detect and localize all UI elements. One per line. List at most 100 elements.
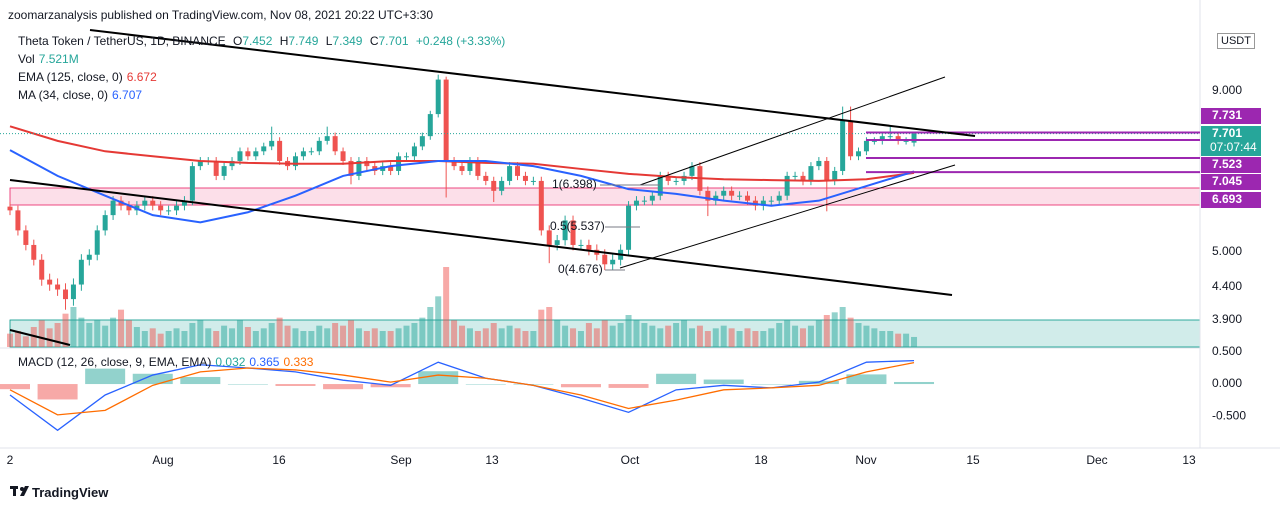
candle-body	[221, 166, 227, 176]
candle-body	[419, 136, 425, 147]
candle-body	[903, 140, 909, 142]
candle-body	[744, 195, 750, 201]
macd-line	[9, 359, 915, 432]
candle-body	[578, 244, 584, 246]
candle-body	[626, 205, 632, 250]
low-value: 7.349	[332, 34, 363, 48]
candle-body	[166, 210, 172, 212]
histogram-bar	[227, 384, 268, 385]
volume-bar	[903, 333, 910, 347]
candle-body	[158, 205, 164, 211]
volume-bar	[435, 296, 442, 347]
candle-body	[332, 136, 338, 152]
overlay-line	[9, 149, 915, 224]
ma-value: 6.707	[112, 88, 143, 102]
candle-body	[546, 230, 552, 245]
volume-bar	[855, 323, 862, 347]
volume-bar	[760, 331, 767, 347]
histogram-bar	[37, 384, 78, 400]
candle-body	[435, 79, 441, 115]
candle-body	[78, 259, 84, 285]
candle-body	[467, 160, 473, 171]
candle-body	[237, 151, 243, 161]
histogram-bar	[751, 384, 792, 385]
volume-bar	[7, 333, 13, 347]
channel-line	[619, 164, 956, 269]
histogram-bar	[0, 384, 30, 390]
histogram-bar	[85, 368, 126, 385]
candle-body	[70, 284, 76, 300]
volume-bar	[173, 328, 180, 347]
c: C	[369, 34, 379, 48]
candle-body	[705, 190, 711, 201]
vol-name: Vol	[18, 52, 35, 66]
candle-body	[39, 259, 45, 280]
volume-bar	[268, 323, 275, 347]
volume-bar	[30, 327, 37, 347]
histogram-bar	[703, 379, 744, 385]
logo	[10, 486, 29, 496]
candle-body	[340, 151, 346, 161]
volume-bar	[807, 325, 814, 347]
candle-body	[269, 140, 275, 147]
volume-bar	[863, 325, 870, 347]
volume-bar	[133, 327, 140, 347]
volume-bar	[316, 325, 323, 347]
open-value: 7.452	[242, 34, 273, 48]
candle-body	[586, 244, 592, 250]
volume-bar	[617, 323, 624, 347]
candle-body	[871, 140, 877, 142]
volume-bar	[165, 331, 172, 347]
volume-bar	[141, 331, 148, 347]
volume-bar	[744, 328, 751, 347]
volume-bar	[229, 328, 236, 347]
candle-body	[213, 160, 219, 176]
x-tick-label: 2	[7, 453, 14, 467]
macd-name: MACD (12, 26, close, 9, EMA, EMA)	[18, 355, 212, 369]
histogram-bar	[465, 384, 506, 385]
volume-bar	[887, 331, 894, 347]
volume-bar	[554, 320, 561, 347]
candle-body	[665, 175, 671, 181]
x-tick-label: Dec	[1086, 453, 1107, 467]
volume-bar	[649, 325, 656, 347]
volume-bar	[847, 317, 854, 347]
volume-bar	[776, 323, 783, 347]
volume-bar	[102, 325, 109, 347]
volume-bar	[538, 309, 545, 347]
signal-line	[9, 362, 915, 416]
volume-bar	[197, 320, 204, 347]
histogram-bar	[656, 373, 697, 385]
candle-body	[499, 180, 505, 191]
price-tag	[1201, 174, 1261, 190]
volume-bar	[459, 325, 466, 347]
price-tag	[1201, 192, 1261, 208]
candle-body	[562, 220, 568, 241]
histogram-bar	[894, 381, 935, 385]
ema-value: 6.672	[126, 70, 157, 84]
currency[interactable]: USDT	[1217, 33, 1255, 49]
volume-bar	[340, 325, 347, 347]
volume-bar	[276, 317, 283, 347]
y-tick-label: 5.000	[1212, 244, 1242, 258]
x-tick-label: Sep	[390, 453, 412, 467]
volume-bar	[879, 331, 886, 347]
volume-bar	[395, 328, 402, 347]
volume-bar	[506, 325, 513, 347]
candle-body	[404, 156, 409, 158]
volume-bar	[704, 331, 711, 347]
candle-body	[863, 140, 869, 152]
candle-body	[515, 166, 521, 176]
volume-bar	[419, 317, 426, 347]
candle-body	[316, 140, 322, 152]
candle-body	[443, 79, 449, 161]
price-tag-label: 7.731	[1212, 108, 1242, 122]
candle-body	[229, 160, 235, 167]
volume-bar	[522, 331, 529, 347]
candle-body	[364, 160, 370, 167]
volume-bar	[633, 320, 640, 347]
volume-bar	[118, 309, 125, 347]
volume-bar	[665, 325, 672, 347]
volume-bar	[260, 328, 267, 347]
volume-bar	[189, 323, 196, 347]
